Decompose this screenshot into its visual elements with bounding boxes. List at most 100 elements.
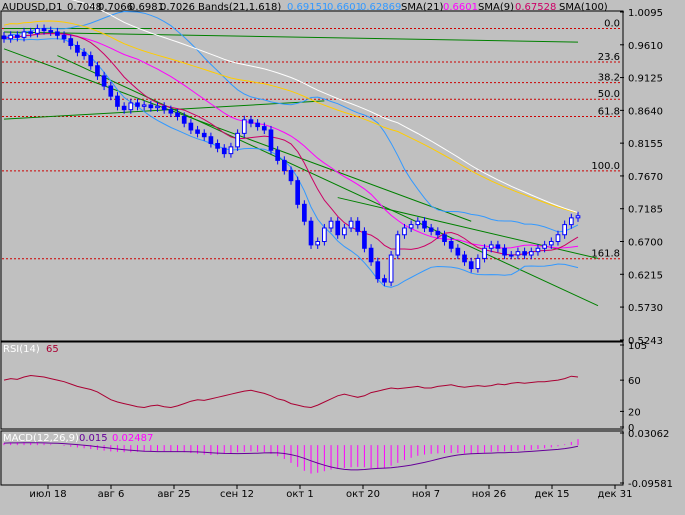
candle-body [448,241,454,249]
sma100-line [3,20,579,214]
candle-body [322,227,327,243]
candle-body [128,102,134,111]
header-bands-lower: 0.62869 [360,2,401,13]
candle-body [295,180,301,205]
candle-body [362,230,367,249]
macd-signal-value: 0.02487 [112,433,153,444]
candle-body [508,254,514,257]
time-axis: июл 18 авг 6 авг 25 сен 12 окт 1 окт 20 ноя 7 н… [29,485,633,500]
candle-body [281,159,287,172]
candle-body [335,220,341,236]
candle-body [388,254,394,283]
candle-body [435,230,441,236]
candle-body [35,28,40,34]
fib-level-label: 161.8 [591,249,620,260]
candle-body [148,104,154,109]
candle-body [355,220,361,232]
price-tick-label: 0.7185 [628,205,663,216]
candle-body [55,31,60,36]
time-tick-label: ноя 7 [412,489,440,500]
candle-body [515,251,521,256]
fib-level-label: 0.0 [604,19,620,30]
candle-body [121,105,127,111]
macd-signal-line [3,442,579,471]
price-tick-label: 0.9610 [628,41,663,52]
candle-body [21,31,27,38]
price-tick-label: 0.5243 [628,336,663,347]
header-sma21-label: SMA(21) [401,2,443,13]
header-open: 0.7048 [67,2,102,13]
candle-body [81,51,87,57]
price-tick-label: 0.5730 [628,303,663,314]
candle-body [135,102,140,107]
header-sma9-label: SMA(9) [478,2,514,13]
macd-value: 0.015 [79,433,108,444]
candle-body [115,95,120,107]
candle-body [221,147,227,155]
candle-body [348,220,354,229]
header-bands-upper: 0.69151 [287,2,328,13]
time-tick-label: дек 15 [534,489,569,500]
header-high: 0.7066 [98,2,133,13]
price-tick-label: 0.8155 [628,139,663,150]
candle-body [61,34,67,40]
candle-body [528,251,534,256]
rsi-tick-label: 60 [628,376,641,387]
candle-body [455,247,461,256]
candle-body [382,278,387,283]
rsi-axis: 105 60 20 0 [620,341,647,434]
fib-level-label: 38.2 [598,73,620,84]
price-tick-label: 1.0095 [628,8,663,19]
candle-body [141,104,147,107]
candle-body [315,241,321,246]
price-tick-label: 0.6700 [628,238,663,249]
candle-body [268,129,274,151]
candle-body [375,261,381,280]
macd-panel-frame [0,430,624,486]
time-tick-label: окт 20 [346,489,380,500]
candle-body [161,105,167,111]
candle-body [562,224,567,236]
macd-label: MACD(12,26,9) [3,433,79,444]
candle-body [175,112,180,117]
candle-body [342,227,347,236]
header-sma9-value: 0.67528 [515,2,556,13]
candle-body [402,227,407,236]
price-candles [1,24,581,287]
fib-level-label: 100.0 [591,161,620,172]
candle-body [201,132,207,138]
fib-level-label: 50.0 [598,89,620,100]
candle-body [308,220,314,246]
candle-body [48,30,54,33]
candle-body [235,132,240,148]
rsi-tick-label: 20 [628,407,641,418]
macd-tick-label: 0.03062 [628,429,669,440]
candle-body [28,31,34,34]
candle-body [395,234,401,256]
rsi-tick-label: 0 [628,423,634,434]
time-tick-label: дек 31 [597,489,632,500]
bands-upper-line [3,10,579,233]
price-tick-label: 0.7670 [628,172,663,183]
trend-line [3,31,579,43]
price-tick-label: 0.9125 [628,74,663,85]
header-bands-middle: 0.6601 [327,2,362,13]
header-low: 0.6981 [129,2,164,13]
candle-body [482,247,487,259]
candle-body [181,115,187,124]
candle-body [275,149,280,161]
candle-body [241,119,247,134]
candle-body [408,224,414,229]
candle-body [542,244,547,249]
candle-body [248,119,254,124]
candle-body [208,136,214,144]
candle-body [41,28,47,32]
macd-series [3,439,579,474]
time-tick-label: авг 25 [157,489,190,500]
candle-body [522,251,527,256]
candle-body [195,129,200,134]
price-tick-label: 0.6215 [628,270,663,281]
time-tick-label: ноя 26 [472,489,507,500]
